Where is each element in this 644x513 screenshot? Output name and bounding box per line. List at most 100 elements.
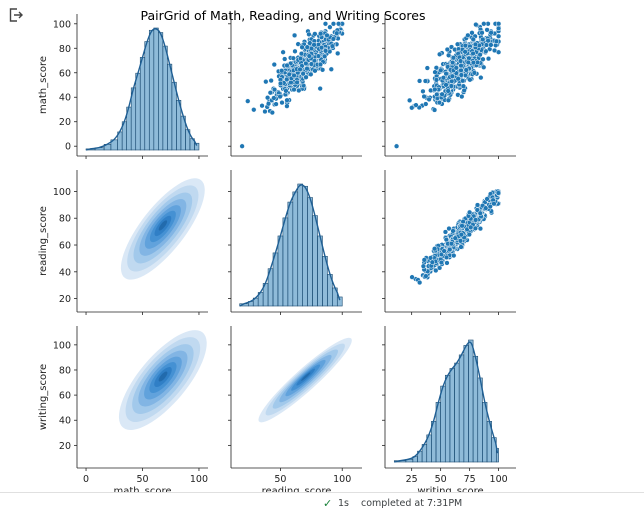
histogram-bar bbox=[468, 339, 474, 463]
scatter-point bbox=[467, 77, 473, 83]
histogram-bar bbox=[144, 41, 150, 151]
scatter-point bbox=[484, 196, 490, 202]
scatter-point bbox=[283, 88, 289, 94]
scatter-point bbox=[472, 41, 479, 47]
scatter-point bbox=[262, 108, 268, 115]
scatter-point bbox=[462, 42, 469, 49]
scatter-point bbox=[409, 274, 415, 280]
scatter-point bbox=[239, 143, 245, 149]
kde-curve bbox=[239, 184, 341, 307]
scatter-point bbox=[409, 105, 415, 111]
scatter-point bbox=[431, 107, 438, 113]
scatter-point bbox=[458, 67, 464, 73]
cell-output: 0 20 40 60 80 100 math_score 20 40 60 80 100 reading… bbox=[8, 7, 516, 492]
y-tick-label: 80 bbox=[59, 214, 71, 225]
scatter-point bbox=[495, 21, 502, 27]
scatter-point bbox=[457, 58, 464, 64]
scatter-point bbox=[470, 59, 477, 66]
kde-density bbox=[118, 330, 207, 430]
scatter-point bbox=[308, 61, 315, 67]
scatter-point bbox=[329, 43, 336, 49]
y-axis-label: writing_score bbox=[38, 364, 49, 430]
histogram-bar bbox=[139, 57, 146, 151]
histogram-bar bbox=[171, 81, 177, 151]
scatter-point bbox=[451, 252, 457, 259]
scatter-point bbox=[443, 82, 449, 88]
scatter-point bbox=[440, 75, 447, 81]
scatter-point bbox=[420, 263, 427, 269]
histogram-bar bbox=[317, 235, 323, 307]
scatter-point bbox=[296, 87, 302, 94]
scatter-point bbox=[284, 62, 290, 69]
scatter-point bbox=[485, 38, 491, 44]
chart-title: PairGrid of Math, Reading, and Writing S… bbox=[140, 8, 425, 23]
scatter-points bbox=[393, 21, 502, 149]
scatter-point bbox=[268, 77, 274, 84]
histogram-bar bbox=[312, 215, 318, 307]
scatter-point bbox=[420, 88, 426, 95]
scatter-point bbox=[324, 32, 330, 39]
scatter-point bbox=[472, 217, 479, 223]
scatter-point bbox=[431, 246, 438, 252]
x-tick-label: 75 bbox=[464, 474, 476, 485]
scatter-point bbox=[436, 99, 443, 106]
histogram-bar bbox=[297, 183, 303, 307]
scatter-point bbox=[421, 93, 427, 100]
scatter-point bbox=[450, 55, 457, 61]
scatter-point bbox=[432, 69, 438, 75]
scatter-point bbox=[460, 83, 467, 89]
y-tick-label: 20 bbox=[59, 441, 71, 452]
scatter-point bbox=[413, 102, 419, 108]
scatter-point bbox=[312, 31, 318, 37]
scatter-point bbox=[495, 190, 502, 196]
scatter-point bbox=[279, 99, 285, 106]
y-tick-label: 60 bbox=[59, 241, 71, 252]
scatter-point bbox=[265, 101, 272, 107]
scatter-point bbox=[458, 62, 464, 69]
histogram-bar bbox=[148, 29, 155, 151]
x-tick-label: 25 bbox=[406, 474, 418, 485]
scatter-points bbox=[409, 188, 502, 286]
scatter-point bbox=[291, 86, 297, 93]
x-tick-label: 50 bbox=[274, 474, 286, 485]
y-tick-label: 60 bbox=[59, 391, 71, 402]
histogram-bar bbox=[495, 448, 499, 463]
scatter-point bbox=[417, 279, 423, 286]
scatter-point bbox=[450, 228, 456, 234]
scatter-point bbox=[277, 93, 283, 100]
scatter-point bbox=[432, 86, 438, 93]
histogram-bar bbox=[292, 191, 299, 307]
scatter-point bbox=[429, 259, 435, 265]
y-tick-label: 20 bbox=[59, 117, 71, 128]
scatter-point bbox=[297, 66, 303, 73]
scatter-point bbox=[474, 207, 480, 213]
check-icon: ✓ bbox=[323, 497, 333, 510]
scatter-point bbox=[443, 254, 450, 261]
histogram-bar bbox=[277, 235, 284, 307]
scatter-point bbox=[453, 65, 459, 71]
scatter-point bbox=[491, 201, 497, 207]
scatter-point bbox=[479, 30, 485, 36]
open-in-new-icon[interactable] bbox=[8, 7, 24, 23]
scatter-point bbox=[448, 241, 455, 247]
histogram-bar bbox=[272, 252, 279, 307]
y-tick-label: 40 bbox=[59, 93, 71, 104]
scatter-point bbox=[321, 53, 328, 59]
scatter-point bbox=[317, 61, 324, 68]
scatter-point bbox=[454, 41, 461, 47]
x-tick-label: 100 bbox=[333, 474, 351, 485]
y-tick-label: 80 bbox=[59, 365, 71, 376]
x-axis-label: writing_score bbox=[417, 486, 483, 492]
scatter-point bbox=[294, 79, 300, 86]
scatter-point bbox=[433, 267, 439, 274]
x-tick-label: 100 bbox=[190, 474, 208, 485]
kde-density bbox=[258, 337, 352, 423]
scatter-point bbox=[436, 51, 443, 57]
histogram-bar bbox=[449, 368, 455, 463]
scatter-point bbox=[470, 50, 476, 57]
scatter-point bbox=[444, 46, 451, 53]
scatter-point bbox=[463, 67, 469, 73]
scatter-point bbox=[271, 61, 277, 68]
histogram-bar bbox=[463, 345, 469, 463]
scatter-point bbox=[297, 55, 304, 62]
